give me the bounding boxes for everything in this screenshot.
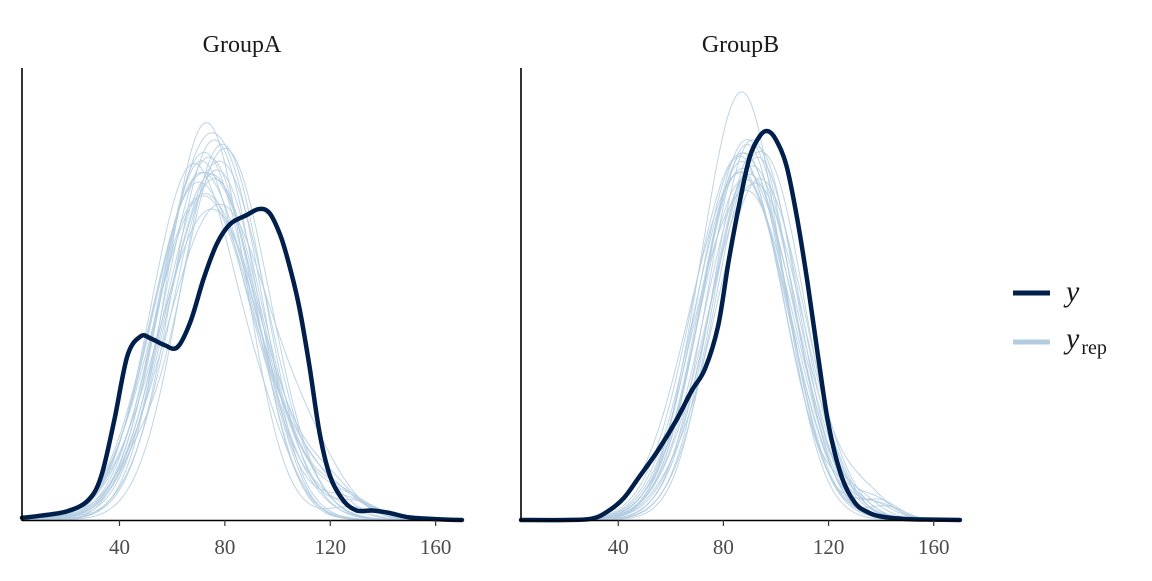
yrep-line-8 xyxy=(22,148,460,521)
yrep-line-18 xyxy=(521,178,958,521)
yrep-line-13 xyxy=(22,143,460,521)
legend-label-yrep: y rep xyxy=(1063,322,1107,359)
yrep-line-17 xyxy=(521,165,958,521)
yrep-line-11 xyxy=(22,169,460,521)
y-observed-line xyxy=(518,128,963,523)
x-tick-label: 40 xyxy=(109,535,130,559)
panel-groupb: GroupB 40 80 120 160 xyxy=(518,32,963,559)
yrep-line-1 xyxy=(521,173,958,521)
yrep-line-12 xyxy=(521,167,958,521)
x-tick-label: 80 xyxy=(713,535,734,559)
yrep-line-16 xyxy=(521,171,958,521)
x-tick-label: 160 xyxy=(420,535,452,559)
legend-label-yrep-sub: rep xyxy=(1081,337,1107,359)
yrep-line-3 xyxy=(521,182,958,521)
yrep-draws xyxy=(21,122,460,521)
yrep-draws xyxy=(521,91,958,521)
yrep-line-3 xyxy=(22,139,460,521)
x-tick-label: 160 xyxy=(918,535,950,559)
y-observed-line xyxy=(19,206,465,523)
yrep-line-7 xyxy=(521,189,958,521)
yrep-line-12 xyxy=(21,172,460,521)
legend-label-yrep-main: y xyxy=(1063,322,1080,355)
yrep-line-14 xyxy=(21,193,460,521)
yrep-line-9 xyxy=(521,172,958,521)
yrep-line-16 xyxy=(22,178,460,521)
x-tick-label: 40 xyxy=(608,535,629,559)
yrep-line-18 xyxy=(21,203,460,521)
x-tick-label: 120 xyxy=(813,535,845,559)
yrep-line-2 xyxy=(21,171,460,521)
panel-groupa: GroupA 40 80 120 160 xyxy=(19,32,465,559)
yrep-line-19 xyxy=(22,132,460,521)
panel-title: GroupB xyxy=(702,32,779,58)
x-tick-label: 80 xyxy=(214,535,235,559)
legend-label-y: y xyxy=(1063,275,1080,308)
yrep-line-10 xyxy=(521,178,958,521)
yrep-line-7 xyxy=(22,122,460,521)
panel-title: GroupA xyxy=(203,32,282,58)
yrep-line-1 xyxy=(22,156,460,521)
x-tick-label: 120 xyxy=(315,535,347,559)
legend: y y rep xyxy=(1013,275,1107,359)
